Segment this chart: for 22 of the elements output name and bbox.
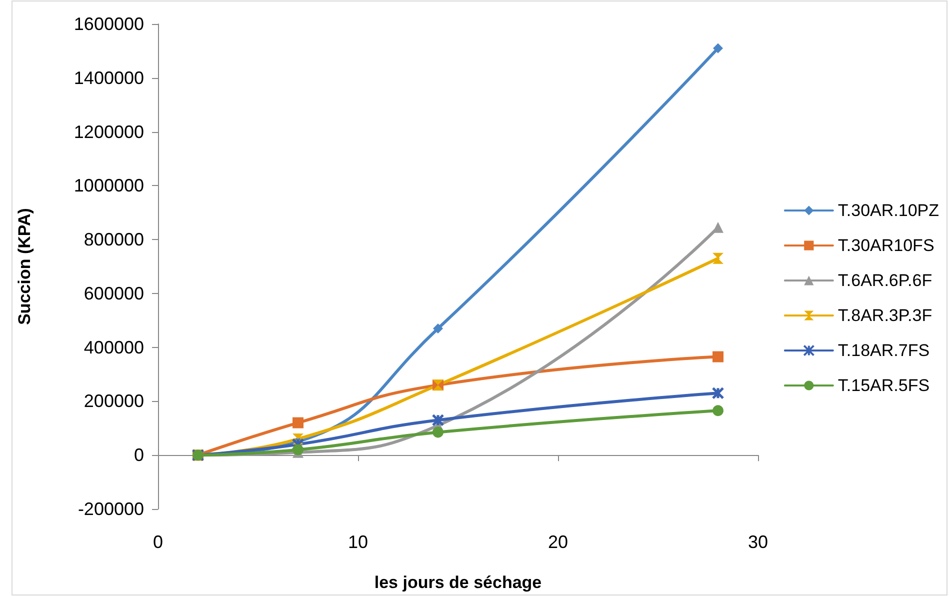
legend-label: T.6AR.6P.6F (838, 271, 932, 290)
x-axis-title: les jours de séchage (374, 573, 542, 592)
legend-label: T.30AR.10PZ (838, 201, 940, 220)
y-tick-label: -200000 (78, 499, 144, 519)
y-tick-label: 1000000 (74, 176, 144, 196)
y-tick-label: 600000 (84, 283, 144, 304)
y-tick-label: 400000 (84, 337, 144, 358)
x-tick-label: 20 (548, 532, 568, 552)
x-tick-label: 0 (152, 532, 164, 552)
y-tick-label: 200000 (84, 391, 144, 412)
x-tick-label: 30 (748, 532, 768, 552)
y-tick-label: 1200000 (74, 122, 144, 142)
y-tick-label: 1400000 (74, 68, 144, 88)
y-tick-label: 800000 (84, 230, 144, 250)
legend-label: T.8AR.3P.3F (838, 306, 932, 325)
y-tick-label: 1600000 (74, 14, 144, 34)
y-axis-title: Succion (KPA) (15, 208, 34, 325)
legend-label: T.18AR.7FS (838, 341, 930, 360)
legend-label: T.30AR10FS (838, 236, 934, 255)
legend-label: T.15AR.5FS (838, 376, 930, 395)
x-tick-label: 10 (348, 532, 368, 552)
y-tick-label: 0 (134, 445, 144, 466)
